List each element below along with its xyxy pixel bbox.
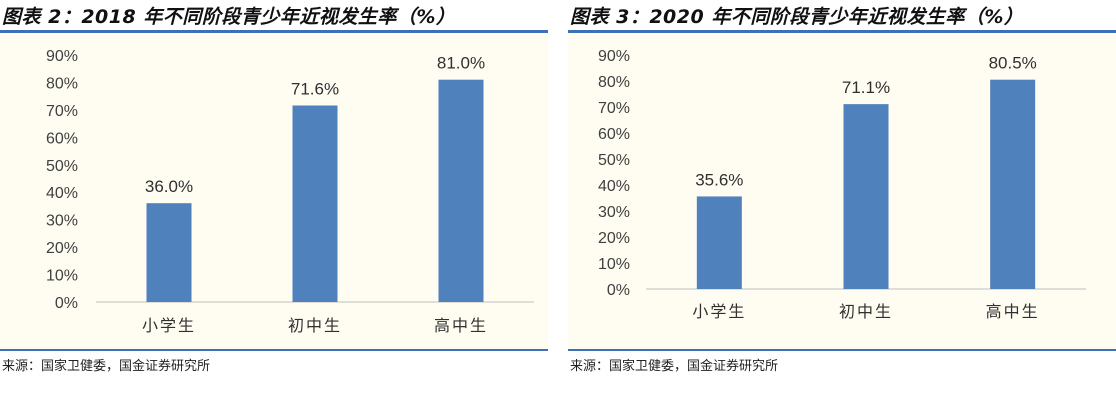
y-tick-label: 30% <box>46 213 78 230</box>
title-rule <box>568 30 1116 33</box>
y-tick-label: 40% <box>46 185 78 202</box>
data-label: 71.6% <box>291 79 339 98</box>
chart-panel-2020: 图表 3：2020 年不同阶段青少年近视发生率（%） 0% 10% 20% 30% 40… <box>568 0 1116 402</box>
source-note: 来源：国家卫健委，国金证券研究所 <box>570 359 779 374</box>
y-tick-label: 50% <box>598 152 630 169</box>
y-tick-label: 60% <box>598 126 630 143</box>
y-tick-label: 80% <box>46 75 78 92</box>
bar <box>146 203 192 302</box>
title-rule <box>0 30 548 33</box>
category-label: 高中生 <box>986 302 1040 321</box>
bar-chart-2020: 0% 10% 20% 30% 40% 50% 60% 70% 80% 90% 35.6% 小学生 71.… <box>598 48 1086 321</box>
source-note: 来源：国家卫健委，国金证券研究所 <box>2 359 211 374</box>
source-rule <box>568 349 1116 351</box>
y-tick-label: 10% <box>46 268 78 285</box>
y-tick-label: 50% <box>46 158 78 175</box>
y-tick-label: 80% <box>598 74 630 91</box>
bar <box>438 79 484 302</box>
chart-title: 图表 3：2020 年不同阶段青少年近视发生率（%） <box>570 6 1024 28</box>
data-label: 35.6% <box>695 170 743 189</box>
y-tick-label: 70% <box>46 103 78 120</box>
y-tick-label: 20% <box>598 230 630 247</box>
y-tick-label: 70% <box>598 100 630 117</box>
y-tick-label: 90% <box>46 48 78 65</box>
bar <box>696 196 742 289</box>
data-label: 81.0% <box>437 54 485 73</box>
y-tick-label: 0% <box>607 282 630 299</box>
category-label: 小学生 <box>692 302 746 321</box>
bar-chart-2018: 0% 10% 20% 30% 40% 50% 60% 70% 80% 90% 36.0% 小学生 71.… <box>46 48 534 335</box>
y-tick-label: 40% <box>598 178 630 195</box>
bar <box>292 105 338 303</box>
category-label: 高中生 <box>434 316 488 335</box>
y-tick-label: 90% <box>598 48 630 65</box>
y-tick-label: 0% <box>55 295 78 312</box>
data-label: 36.0% <box>145 177 193 196</box>
category-label: 初中生 <box>288 316 342 335</box>
data-label: 71.1% <box>842 78 890 97</box>
y-tick-label: 10% <box>598 256 630 273</box>
bar <box>843 104 889 289</box>
bar <box>990 79 1036 289</box>
y-tick-label: 60% <box>46 130 78 147</box>
data-label: 80.5% <box>989 54 1037 73</box>
chart-panel-2018: 图表 2：2018 年不同阶段青少年近视发生率（%） 0% 10% 20% 30% 40… <box>0 0 548 402</box>
y-tick-label: 20% <box>46 240 78 257</box>
category-label: 小学生 <box>142 316 196 335</box>
chart-title: 图表 2：2018 年不同阶段青少年近视发生率（%） <box>2 6 456 28</box>
category-label: 初中生 <box>839 302 893 321</box>
source-rule <box>0 349 548 351</box>
y-tick-label: 30% <box>598 204 630 221</box>
